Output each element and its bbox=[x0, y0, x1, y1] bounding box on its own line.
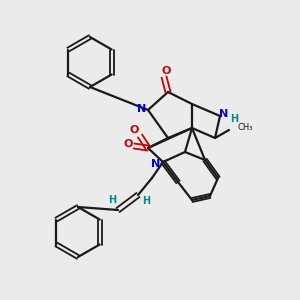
Text: O: O bbox=[161, 66, 171, 76]
Text: H: H bbox=[142, 196, 150, 206]
Text: O: O bbox=[129, 125, 139, 135]
Text: N: N bbox=[219, 109, 229, 119]
Text: H: H bbox=[108, 195, 116, 205]
Text: N: N bbox=[152, 159, 160, 169]
Text: O: O bbox=[123, 139, 133, 149]
Text: N: N bbox=[137, 104, 147, 114]
Text: H: H bbox=[230, 114, 238, 124]
Text: CH₃: CH₃ bbox=[237, 124, 253, 133]
